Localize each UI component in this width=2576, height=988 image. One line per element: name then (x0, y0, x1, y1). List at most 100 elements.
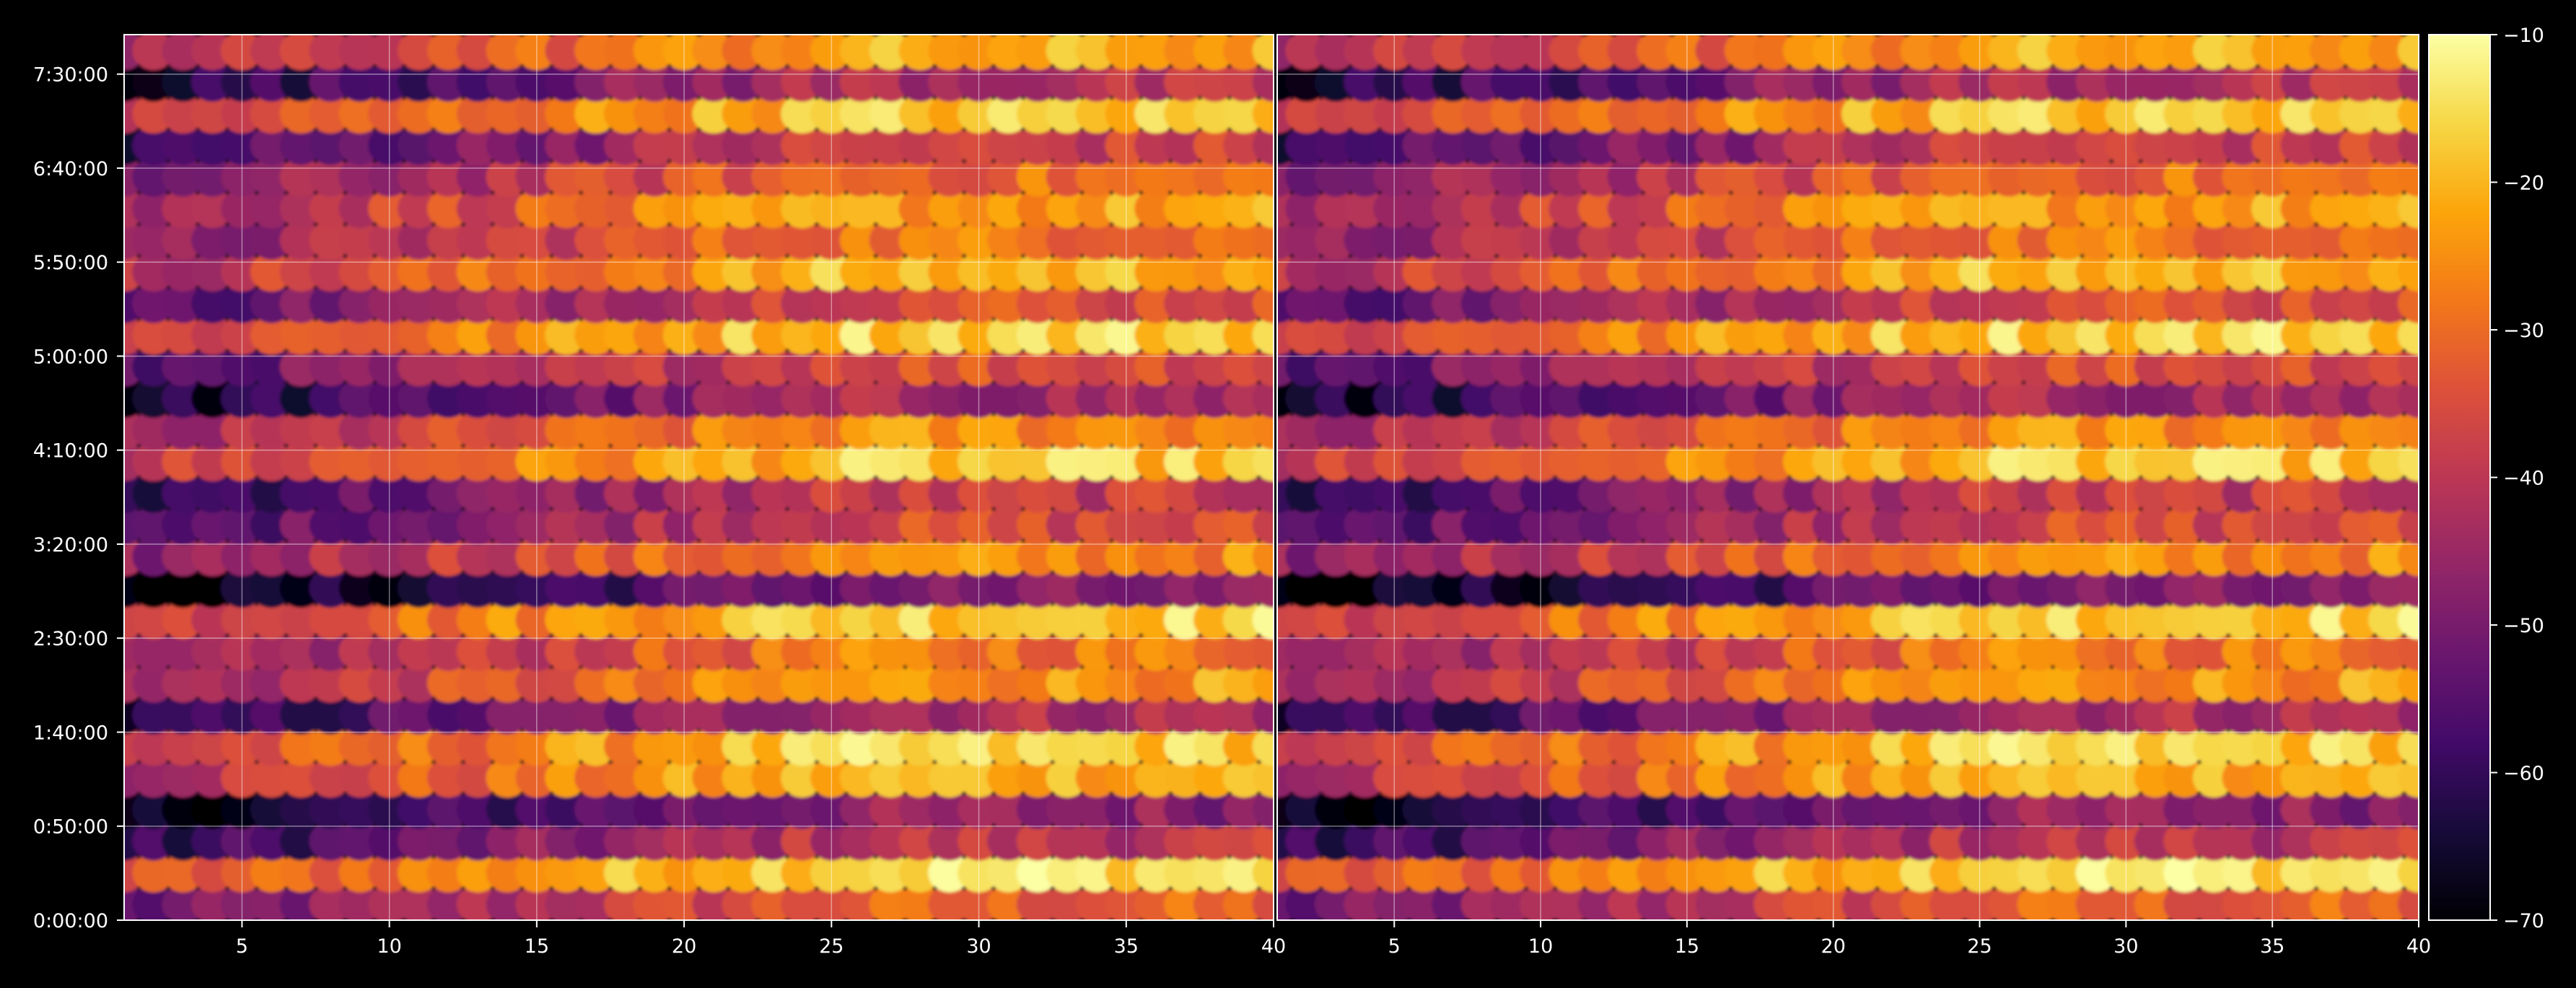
heatmap-cell (1958, 568, 2001, 608)
heatmap-cell (279, 188, 323, 229)
heatmap-cell (162, 726, 205, 766)
heatmap-cell (1460, 346, 1504, 387)
heatmap-cell (1665, 758, 1709, 798)
heatmap-cell (1016, 442, 1059, 481)
heatmap-cell (1900, 126, 1942, 165)
heatmap-cell (1164, 252, 1206, 292)
heatmap-cell (1046, 252, 1089, 292)
heatmap-cell (2046, 695, 2089, 735)
heatmap-cell (2192, 821, 2235, 861)
heatmap-cell (2192, 758, 2235, 798)
heatmap-cell (958, 220, 1000, 260)
heatmap-cell (1222, 284, 1266, 323)
heatmap-cell (1075, 600, 1118, 639)
heatmap-cell (1607, 853, 1650, 893)
heatmap-cell (1402, 631, 1445, 671)
heatmap-cell (958, 695, 1000, 735)
heatmap-cell (1812, 663, 1854, 703)
heatmap-cell (1724, 600, 1767, 639)
heatmap-cell (2105, 790, 2147, 829)
heatmap-cell (2397, 505, 2419, 545)
heatmap-cell (1252, 62, 1274, 102)
heatmap-cell (279, 758, 323, 798)
heatmap-cell (279, 346, 323, 387)
heatmap-cell (1164, 410, 1206, 450)
heatmap-cell (1016, 695, 1059, 735)
heatmap-cell (1193, 410, 1236, 450)
heatmap-cell (574, 536, 617, 577)
heatmap-cell (1753, 536, 1796, 577)
heatmap-cell (1812, 188, 1854, 229)
heatmap-cell (221, 284, 263, 323)
heatmap-cell (2017, 726, 2059, 766)
heatmap-cell (279, 378, 323, 419)
heatmap-cell (1665, 442, 1709, 481)
heatmap-cell (2105, 157, 2147, 197)
heatmap-cell (1665, 157, 1709, 197)
heatmap-cell (1285, 568, 1328, 608)
heatmap-cell (1900, 473, 1942, 513)
heatmap-cell (633, 410, 676, 450)
heatmap-cell (810, 94, 853, 134)
heatmap-cell (309, 536, 352, 577)
heatmap-cell (1460, 473, 1504, 513)
heatmap-cell (2368, 853, 2411, 893)
heatmap-cell (1783, 505, 1826, 545)
heatmap-cell (898, 220, 942, 260)
heatmap-cell (1490, 126, 1533, 165)
heatmap-cell (515, 473, 558, 513)
heatmap-cell (1637, 126, 1679, 165)
heatmap-cell (1164, 473, 1206, 513)
heatmap-cell (1812, 600, 1854, 639)
heatmap-cell (1695, 600, 1738, 639)
heatmap-cell (1344, 505, 1386, 545)
heatmap-cell (1695, 94, 1738, 134)
heatmap-cell (869, 378, 912, 419)
heatmap-cell (309, 568, 352, 608)
heatmap-cell (1432, 157, 1474, 197)
heatmap-cell (426, 378, 470, 419)
heatmap-cell (1607, 188, 1650, 229)
heatmap-cell (2017, 346, 2059, 387)
heatmap-cell (456, 378, 499, 419)
heatmap-cell (2251, 62, 2294, 102)
heatmap-cell (662, 758, 706, 798)
heatmap-cell (2397, 410, 2419, 450)
heatmap-cell (1222, 631, 1266, 671)
heatmap-cell (2192, 252, 2235, 292)
heatmap-cell (604, 821, 647, 861)
heatmap-cell (309, 726, 352, 766)
heatmap-cell (426, 631, 470, 671)
heatmap-cell (1222, 315, 1266, 355)
heatmap-cell (338, 62, 382, 102)
heatmap-cell (604, 346, 647, 387)
heatmap-cell (1490, 62, 1533, 102)
heatmap-cell (1519, 536, 1562, 577)
heatmap-panel-1: 5 10 15 20 25 30 35 400:00:000:50:001:40:002:30… (33, 34, 1286, 958)
heatmap-cell (486, 695, 529, 735)
heatmap-cell (1016, 94, 1059, 134)
heatmap-cell (2368, 505, 2411, 545)
heatmap-cell (1252, 315, 1274, 355)
heatmap-cell (1987, 853, 2030, 893)
heatmap-cell (1344, 631, 1386, 671)
heatmap-cell (2134, 600, 2177, 639)
heatmap-cell (1134, 62, 1177, 102)
heatmap-cell (1987, 94, 2030, 134)
heatmap-cell (2251, 600, 2294, 639)
heatmap-cell (1665, 695, 1709, 735)
heatmap-cell (221, 252, 263, 292)
heatmap-cell (692, 758, 735, 798)
heatmap-cell (2075, 220, 2118, 260)
heatmap-cell (869, 536, 912, 577)
heatmap-cell (1548, 821, 1591, 861)
heatmap-cell (1373, 252, 1416, 292)
heatmap-cell (1105, 853, 1148, 893)
heatmap-cell (1193, 188, 1236, 229)
heatmap-cell (1724, 126, 1767, 165)
heatmap-cell (1695, 790, 1738, 829)
heatmap-cell (1695, 695, 1738, 735)
heatmap-cell (928, 346, 971, 387)
heatmap-cell (1900, 94, 1942, 134)
heatmap-cell (574, 821, 617, 861)
